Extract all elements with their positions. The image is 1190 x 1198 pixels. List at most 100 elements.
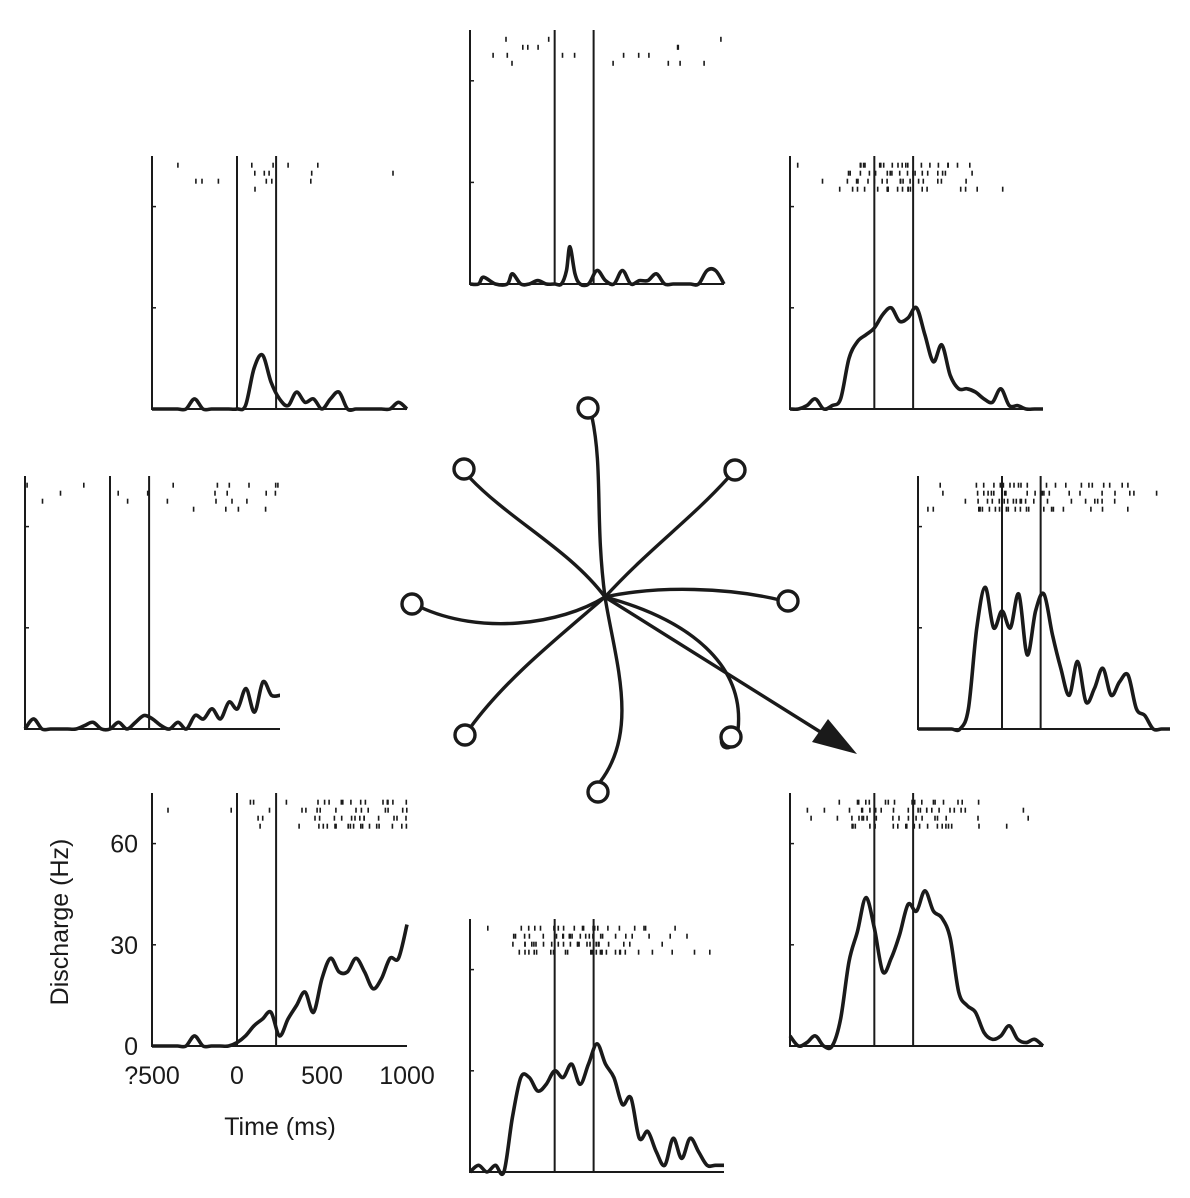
spike-tick xyxy=(581,925,584,931)
spike-tick xyxy=(263,170,266,176)
spike-tick xyxy=(934,799,936,805)
spike-tick xyxy=(328,799,330,805)
target-left xyxy=(400,592,424,616)
spike-tick xyxy=(1046,498,1049,504)
spike-tick xyxy=(228,482,231,488)
spike-tick xyxy=(889,170,891,176)
spike-tick xyxy=(522,44,524,50)
target-down xyxy=(586,780,610,804)
spike-tick xyxy=(396,815,398,821)
spike-tick xyxy=(874,823,876,829)
spike-tick xyxy=(976,490,979,496)
spike-tick xyxy=(990,490,993,496)
spike-tick xyxy=(586,941,588,947)
spike-tick xyxy=(323,799,326,805)
spike-tick xyxy=(1048,490,1051,496)
spike-tick xyxy=(589,941,591,947)
spike-tick xyxy=(920,162,923,168)
spike-tick xyxy=(851,815,853,821)
spike-tick xyxy=(392,170,394,176)
spike-tick xyxy=(869,807,871,813)
spike-tick xyxy=(354,815,356,821)
spike-tick xyxy=(934,815,936,821)
spike-tick xyxy=(891,170,893,176)
spike-tick xyxy=(377,815,380,821)
spike-tick xyxy=(674,925,676,931)
spike-tick xyxy=(901,162,903,168)
spike-tick xyxy=(597,925,599,931)
spike-tick xyxy=(562,925,565,931)
spike-tick xyxy=(821,178,824,184)
spike-tick xyxy=(298,823,300,829)
spike-tick xyxy=(956,162,959,168)
spike-tick xyxy=(349,823,352,829)
spike-tick xyxy=(981,506,984,512)
spike-tick xyxy=(942,490,944,496)
spike-tick xyxy=(261,815,264,821)
spike-tick xyxy=(861,815,863,821)
spike-tick xyxy=(225,506,227,512)
spike-tick xyxy=(41,498,44,504)
spike-tick xyxy=(547,36,550,42)
spike-tick xyxy=(913,823,916,829)
spike-tick xyxy=(573,925,576,931)
spike-tick xyxy=(880,807,882,813)
spike-tick xyxy=(896,186,899,192)
spike-tick xyxy=(897,162,899,168)
spike-tick xyxy=(254,170,256,176)
spike-tick xyxy=(911,799,913,805)
spike-tick xyxy=(1091,482,1094,488)
spike-tick xyxy=(520,925,523,931)
spike-tick xyxy=(633,925,636,931)
spike-tick xyxy=(334,823,336,829)
spike-tick xyxy=(686,933,688,939)
trajectory-up-right xyxy=(603,476,730,599)
spike-tick xyxy=(316,807,318,813)
axes-up-left xyxy=(151,156,407,410)
spike-tick xyxy=(524,941,526,947)
spike-tick xyxy=(1101,498,1103,504)
panel-left xyxy=(23,476,281,732)
spike-tick xyxy=(854,823,857,829)
spike-tick xyxy=(528,949,530,955)
spike-tick xyxy=(285,799,288,805)
spike-tick xyxy=(1001,186,1004,192)
spike-tick xyxy=(378,823,380,829)
spike-tick xyxy=(350,799,352,805)
spike-tick xyxy=(936,815,939,821)
spike-tick xyxy=(360,807,363,813)
spike-tick xyxy=(405,815,407,821)
spike-tick xyxy=(868,170,871,176)
target-right xyxy=(776,589,800,613)
spike-tick xyxy=(601,949,603,955)
spike-tick xyxy=(361,823,364,829)
spike-tick xyxy=(648,52,650,58)
spike-tick xyxy=(592,925,594,931)
spike-tick xyxy=(277,482,279,488)
spike-tick xyxy=(926,807,928,813)
spike-tick xyxy=(195,178,197,184)
spike-tick xyxy=(862,815,865,821)
spike-tick xyxy=(26,482,28,488)
spike-tick xyxy=(592,933,594,939)
axes-up xyxy=(469,30,724,285)
spike-tick xyxy=(1096,498,1099,504)
spike-tick xyxy=(796,162,799,168)
spike-tick xyxy=(964,498,967,504)
spike-tick xyxy=(573,52,576,58)
spike-tick xyxy=(259,823,261,829)
spike-tick xyxy=(1019,498,1021,504)
spike-tick xyxy=(998,506,1001,512)
spike-tick xyxy=(937,162,940,168)
spike-tick xyxy=(1020,498,1023,504)
spike-tick xyxy=(651,949,654,955)
sdf-curve-right xyxy=(918,585,1170,733)
spike-tick xyxy=(405,799,408,805)
spike-tick xyxy=(391,823,394,829)
spike-tick xyxy=(518,949,521,955)
spike-tick xyxy=(1005,823,1008,829)
spike-tick xyxy=(906,170,909,176)
spike-tick xyxy=(982,482,985,488)
spike-tick xyxy=(226,490,228,496)
spike-tick xyxy=(874,170,877,176)
